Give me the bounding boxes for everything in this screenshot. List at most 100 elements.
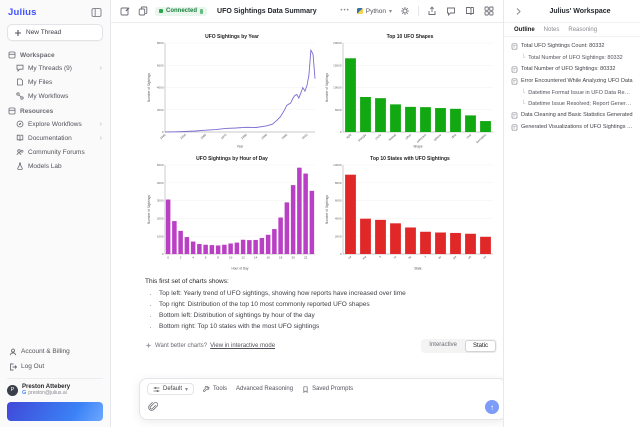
svg-text:6: 6 <box>205 256 207 260</box>
svg-text:1970: 1970 <box>220 133 228 141</box>
more-menu-icon[interactable]: ••• <box>340 8 350 14</box>
sidebar-header: Julius <box>0 0 110 22</box>
sidebar-collapse-icon[interactable] <box>90 6 102 18</box>
interactive-toggle-button[interactable]: Interactive <box>429 341 457 348</box>
svg-text:12: 12 <box>241 256 245 260</box>
send-button[interactable]: ↑ <box>485 400 499 414</box>
copy-icon[interactable] <box>137 5 149 17</box>
compose-icon[interactable] <box>119 5 131 17</box>
workspace-panel: Julius' Workspace Outline Notes Reasoning … <box>503 0 640 427</box>
section-icon <box>8 51 16 59</box>
docs-book-icon[interactable] <box>464 5 476 17</box>
promo-banner[interactable] <box>7 402 103 421</box>
advanced-reasoning-button[interactable]: Advanced Reasoning <box>236 386 294 392</box>
svg-text:Number of Sightings: Number of Sightings <box>325 195 329 224</box>
svg-text:5000: 5000 <box>157 163 164 167</box>
logout-label: Log Out <box>21 363 45 370</box>
tab-notes[interactable]: Notes <box>543 27 560 33</box>
svg-text:Year: Year <box>237 145 244 149</box>
tools-button[interactable]: Tools <box>203 385 227 393</box>
svg-text:2: 2 <box>180 256 182 260</box>
sidebar-footer: Account & Billing Log Out P Preston Atte… <box>0 343 110 427</box>
summary-bullet: Bottom left: Distribution of sightings b… <box>159 311 497 320</box>
panel-collapse-icon[interactable] <box>512 5 524 17</box>
apps-grid-icon[interactable] <box>483 5 495 17</box>
svg-text:pa: pa <box>452 255 457 260</box>
model-selector[interactable]: Default ▾ <box>147 383 195 395</box>
outline-item[interactable]: Total UFO Sightings Count: 80332 <box>508 40 636 52</box>
connected-label: Connected <box>166 8 198 14</box>
flask-icon <box>17 162 23 170</box>
svg-text:il: il <box>423 255 427 259</box>
user-profile[interactable]: P Preston Attebery G preston@julius.ai <box>7 378 103 396</box>
svg-text:formation: formation <box>475 133 487 145</box>
sidebar-item-documentation[interactable]: Documentation › <box>0 131 110 145</box>
svg-text:circle: circle <box>374 133 382 141</box>
svg-text:1950: 1950 <box>179 133 187 141</box>
sidebar-item-my-workflows[interactable]: My Workflows <box>0 89 110 103</box>
chat-bubble-icon[interactable] <box>445 5 457 17</box>
main-topbar: Connected UFO Sightings Data Summary •••… <box>111 0 503 23</box>
saved-prompts-button[interactable]: Saved Prompts <box>302 385 353 393</box>
language-selector[interactable]: Python ▾ <box>356 8 392 15</box>
outline-item[interactable]: └ Datetime Format Issue in UFO Data Repor… <box>521 89 633 96</box>
book-icon <box>16 134 24 142</box>
chevron-right-icon: › <box>99 64 102 72</box>
share-icon[interactable] <box>426 5 438 17</box>
workspace-panel-header: Julius' Workspace <box>504 0 640 23</box>
tab-outline[interactable]: Outline <box>514 27 535 33</box>
bookmark-icon <box>303 385 308 393</box>
interactive-mode-link[interactable]: View in interactive mode <box>210 342 276 349</box>
workspace-outline-list: Total UFO Sightings Count: 80332 └ Total N… <box>504 37 640 136</box>
svg-text:8000: 8000 <box>157 41 164 45</box>
svg-text:disk: disk <box>451 132 458 139</box>
chart-ufo-sightings-by-hour: 0 1000 2000 3000 4000 5000 UFO Sightings by Ho… <box>145 153 319 271</box>
connected-badge[interactable]: Connected <box>155 6 208 16</box>
chart-top-10-ufo-shapes: 0 5000 10000 15000 20000 Top 10 UFO Shapes Num… <box>323 31 497 149</box>
svg-text:1000: 1000 <box>157 234 164 238</box>
chart-top-10-states: 0 2000 4000 6000 8000 10000 Top 10 States with… <box>323 153 497 271</box>
sidebar-section-workspace[interactable]: Workspace <box>0 47 110 61</box>
sidebar-item-models-lab[interactable]: Models Lab <box>0 159 110 173</box>
svg-text:14: 14 <box>254 256 258 260</box>
svg-text:5000: 5000 <box>335 108 342 112</box>
summary-title: This first set of charts shows: <box>145 278 229 285</box>
attachment-paperclip-icon[interactable] <box>147 401 159 413</box>
sliders-icon <box>153 386 160 392</box>
svg-text:Number of Sightings: Number of Sightings <box>325 73 329 102</box>
svg-text:2000: 2000 <box>281 133 289 141</box>
sidebar-item-my-files[interactable]: My Files <box>0 75 110 89</box>
outline-item[interactable]: Data Cleaning and Basic Statistics Gener… <box>508 109 636 121</box>
divider <box>418 6 419 16</box>
svg-text:fl: fl <box>378 255 382 259</box>
svg-text:3000: 3000 <box>157 199 164 203</box>
svg-text:light: light <box>345 133 352 140</box>
svg-text:4000: 4000 <box>157 181 164 185</box>
svg-text:0: 0 <box>340 252 342 256</box>
tab-reasoning[interactable]: Reasoning <box>568 27 598 33</box>
charts-summary: This first set of charts shows: Top left… <box>145 277 497 332</box>
svg-text:8000: 8000 <box>335 181 342 185</box>
outline-item[interactable]: Error Encountered While Analyzing UFO Da… <box>508 75 636 87</box>
account-billing-item[interactable]: Account & Billing <box>7 345 103 358</box>
logout-item[interactable]: Log Out <box>7 360 103 373</box>
static-toggle-button[interactable]: Static <box>464 339 496 352</box>
sidebar-item-my-threads-9-[interactable]: My Threads (9) › <box>0 61 110 75</box>
sidebar-item-explore-workflows[interactable]: Explore Workflows › <box>0 117 110 131</box>
outline-item[interactable]: Total Number of UFO Sightings: 80332 <box>508 63 636 75</box>
svg-text:mi: mi <box>482 255 487 260</box>
settings-gear-icon[interactable] <box>399 5 411 17</box>
svg-text:UFO Sightings by Year: UFO Sightings by Year <box>205 34 259 40</box>
outline-item[interactable]: └ Total Number of UFO Sightings: 80332 <box>521 54 623 61</box>
new-thread-button[interactable]: New Thread <box>7 24 103 41</box>
better-charts-hint: Want better charts? View in interactive … <box>145 342 275 349</box>
outline-item[interactable]: Generated Visualizations of UFO Sighting… <box>508 121 636 133</box>
sidebar-section-resources[interactable]: Resources <box>0 103 110 117</box>
python-icon <box>356 8 363 14</box>
workspace-tabs: Outline Notes Reasoning <box>504 23 640 37</box>
tree-branch-icon: └ <box>521 89 526 96</box>
sidebar-item-community-forums[interactable]: Community Forums <box>0 145 110 159</box>
svg-text:1960: 1960 <box>200 133 208 141</box>
outline-item[interactable]: └ Datetime Issue Resolved; Report Generat… <box>521 100 633 107</box>
svg-text:Number of Sightings: Number of Sightings <box>147 73 151 102</box>
